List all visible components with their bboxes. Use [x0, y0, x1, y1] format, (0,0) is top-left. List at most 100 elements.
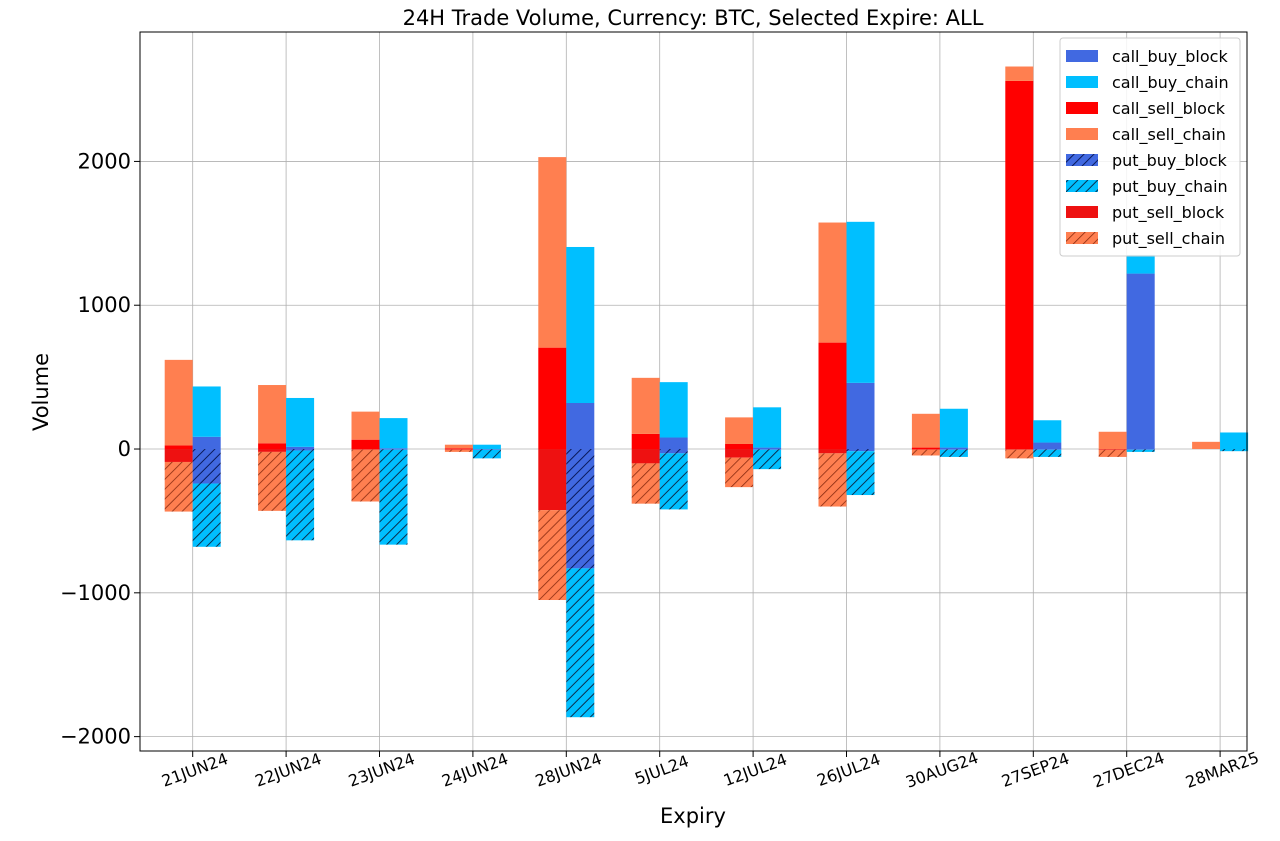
bar-call_sell_block-26JUL24 [818, 342, 847, 450]
bar-put_sell_chain-28JUN24 [538, 510, 567, 601]
bar-put_buy_chain-21JUN24 [192, 483, 221, 547]
bar-call_sell_chain-23JUN24 [351, 411, 380, 440]
bar-put_sell_block-26JUL24 [818, 449, 847, 454]
bar-call_buy_chain-27DEC24 [1126, 254, 1155, 274]
bar-call_sell_block-24JUN24 [444, 448, 473, 450]
bar-put_buy_chain-23JUN24 [379, 449, 408, 545]
bar-call_buy_block-22JUN24 [286, 446, 315, 450]
x-tick-label: 24JUN24 [439, 749, 510, 790]
bar-put_buy_block-23JUN24 [379, 449, 408, 450]
y-tick-label: 0 [118, 437, 131, 461]
bar-call_buy_block-27DEC24 [1126, 273, 1155, 450]
bar-call_sell_block-5JUL24 [631, 433, 660, 450]
bar-put_sell_chain-12JUL24 [725, 457, 754, 488]
bars [164, 66, 1249, 718]
bar-put_buy_block-28JUN24 [566, 449, 595, 569]
bar-put_buy_chain-28MAR25 [1220, 449, 1249, 452]
bar-put_sell_chain-30AUG24 [911, 449, 940, 456]
x-tick-label: 28MAR25 [1183, 748, 1261, 792]
bar-call_sell_block-12JUL24 [725, 443, 754, 450]
bar-put_sell_chain-27SEP24 [1005, 449, 1034, 459]
legend-swatch-put_buy_chain [1066, 180, 1098, 192]
x-tick-label: 27DEC24 [1091, 748, 1167, 791]
bar-call_sell_block-21JUN24 [164, 445, 193, 450]
bar-put_buy_block-5JUL24 [659, 449, 688, 454]
bar-put_sell_block-27DEC24 [1098, 449, 1127, 450]
bar-call_buy_chain-5JUL24 [659, 382, 688, 438]
bar-put_sell_block-27SEP24 [1005, 449, 1034, 450]
bar-call_buy_block-27SEP24 [1033, 442, 1062, 450]
bar-put_sell_chain-23JUN24 [351, 449, 380, 502]
bar-put_buy_chain-27DEC24 [1126, 449, 1155, 452]
bar-call_buy_block-5JUL24 [659, 437, 688, 450]
y-tick-label: −1000 [60, 581, 131, 605]
x-tick-label: 12JUL24 [721, 750, 790, 790]
legend-swatch-put_buy_block [1066, 154, 1098, 166]
legend-swatch-call_sell_block [1066, 102, 1098, 114]
bar-put_buy_chain-12JUL24 [753, 449, 782, 470]
bar-put_buy_chain-27SEP24 [1033, 449, 1062, 457]
bar-put_buy_block-27DEC24 [1126, 449, 1155, 450]
bar-call_sell_chain-27DEC24 [1098, 431, 1127, 450]
y-axis: −2000 −1000 0 1000 2000 [60, 149, 140, 749]
bar-put_buy_chain-22JUN24 [286, 450, 315, 541]
legend-swatch-put_sell_chain [1066, 232, 1098, 244]
bar-call_buy_block-28JUN24 [566, 403, 595, 450]
bar-put_buy_chain-5JUL24 [659, 453, 688, 510]
bar-call_buy_block-23JUN24 [379, 448, 408, 450]
bar-call_buy_chain-24JUN24 [472, 444, 501, 450]
x-tick-label: 27SEP24 [999, 749, 1072, 791]
bar-put_sell_chain-22JUN24 [258, 451, 287, 511]
bar-call_buy_block-12JUL24 [753, 447, 782, 450]
legend-label-call_sell_block: call_sell_block [1112, 99, 1226, 119]
bar-call_buy_chain-26JUL24 [846, 221, 875, 383]
legend-swatch-call_sell_chain [1066, 128, 1098, 140]
chart-title: 24H Trade Volume, Currency: BTC, Selecte… [403, 6, 984, 30]
bar-call_sell_chain-26JUL24 [818, 222, 847, 343]
x-tick-label: 22JUN24 [252, 749, 323, 790]
legend-label-call_buy_chain: call_buy_chain [1112, 73, 1229, 93]
y-axis-label: Volume [29, 353, 53, 431]
bar-put_buy_block-26JUL24 [846, 449, 875, 452]
legend-label-put_buy_block: put_buy_block [1112, 151, 1228, 171]
bar-call_buy_chain-30AUG24 [939, 408, 968, 448]
bar-call_buy_chain-23JUN24 [379, 418, 408, 449]
bar-put_sell_block-21JUN24 [164, 449, 193, 462]
bar-put_buy_block-30AUG24 [939, 449, 968, 450]
bar-call_buy_chain-12JUL24 [753, 407, 782, 448]
x-tick-label: 21JUN24 [159, 749, 230, 790]
y-tick-label: 1000 [78, 293, 131, 317]
bar-put_buy_block-21JUN24 [192, 449, 221, 484]
bar-call_sell_block-22JUN24 [258, 443, 287, 450]
bar-put_sell_block-30AUG24 [911, 449, 940, 450]
bar-call_buy_block-26JUL24 [846, 382, 875, 450]
bar-put_sell_chain-24JUN24 [444, 449, 473, 452]
legend-swatch-put_sell_block [1066, 206, 1098, 218]
bar-call_sell_chain-12JUL24 [725, 417, 754, 444]
legend-box [1059, 37, 1241, 257]
bar-put_buy_block-24JUN24 [472, 449, 501, 450]
bar-call_sell_chain-22JUN24 [258, 385, 287, 444]
bar-call_sell_chain-27SEP24 [1005, 66, 1034, 81]
x-tick-label: 5JUL24 [632, 751, 691, 788]
legend: call_buy_block call_buy_chain call_sell_bl… [1059, 37, 1241, 257]
bar-put_sell_block-24JUN24 [444, 449, 473, 450]
bar-call_sell_block-30AUG24 [911, 447, 940, 450]
bar-put_sell_chain-27DEC24 [1098, 449, 1127, 457]
bar-call_sell_chain-21JUN24 [164, 359, 193, 446]
plot-frame [139, 31, 1248, 752]
bar-put_sell_block-28JUN24 [538, 449, 567, 511]
bar-put_sell_chain-5JUL24 [631, 463, 660, 504]
bar-call_buy_chain-28JUN24 [566, 246, 595, 404]
y-tick-label: 2000 [78, 149, 131, 173]
bar-call_sell_chain-28JUN24 [538, 157, 567, 348]
x-tick-label: 30AUG24 [903, 748, 981, 792]
bar-put_buy_chain-30AUG24 [939, 449, 968, 457]
bar-call_sell_block-27SEP24 [1005, 80, 1034, 450]
bar-put_buy_block-12JUL24 [753, 449, 782, 450]
bar-put_buy_chain-24JUN24 [472, 449, 501, 459]
bar-put_buy_block-22JUN24 [286, 449, 315, 451]
legend-label-put_buy_chain: put_buy_chain [1112, 177, 1228, 197]
bar-put_buy_chain-28JUN24 [566, 568, 595, 718]
bar-call_sell_block-23JUN24 [351, 439, 380, 450]
